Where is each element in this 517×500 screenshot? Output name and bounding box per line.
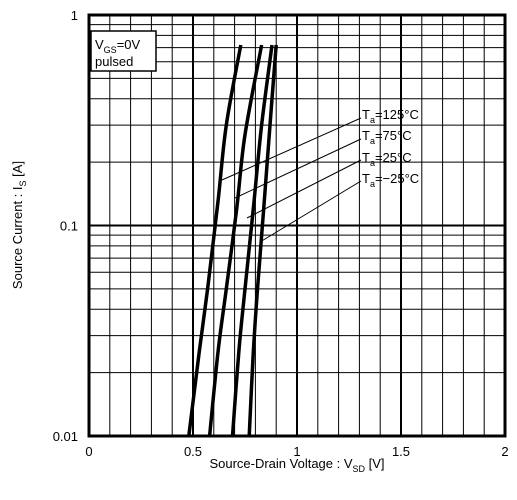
series-curves	[187, 44, 278, 437]
curve-75c	[207, 44, 264, 437]
curve-125c	[187, 44, 243, 437]
condition-pulsed: pulsed	[95, 54, 133, 69]
label-leader-lines	[221, 117, 362, 243]
label-125c: Ta=125°C	[362, 107, 419, 125]
y-tick-label: 1	[71, 8, 78, 23]
conditions-box: VGS=0V pulsed	[90, 30, 157, 72]
label-25c: Ta=25°C	[362, 150, 412, 168]
leader-125c	[221, 117, 362, 181]
y-tick-labels: 0.01 0.1 1	[53, 8, 78, 444]
x-axis-title: Source-Drain Voltage : VSD [V]	[209, 456, 384, 474]
label-minus25c: Ta=−25°C	[362, 171, 419, 189]
curve-minus25c	[247, 44, 278, 437]
condition-vgs: VGS=0V	[95, 37, 141, 55]
plot-area-frame	[87, 13, 507, 438]
x-tick-label: 0	[85, 444, 92, 459]
curve-25c	[230, 44, 274, 437]
label-75c: Ta=75°C	[362, 128, 412, 146]
leader-25c	[246, 159, 362, 219]
x-tick-labels: 0 0.5 1 1.5 2	[85, 444, 508, 459]
x-tick-label: 1	[293, 444, 300, 459]
conditions-box-frame	[90, 30, 157, 72]
x-tick-label: 0.5	[184, 444, 202, 459]
curve-labels: Ta=125°C Ta=75°C Ta=25°C Ta=−25°C	[362, 107, 419, 189]
leader-75c	[234, 138, 362, 199]
x-tick-label: 2	[501, 444, 508, 459]
y-axis-title: Source Current : IS [A]	[10, 161, 28, 289]
leader-minus25c	[259, 180, 362, 243]
y-tick-label: 0.01	[53, 429, 78, 444]
x-tick-label: 1.5	[392, 444, 410, 459]
y-tick-label: 0.1	[60, 219, 78, 234]
